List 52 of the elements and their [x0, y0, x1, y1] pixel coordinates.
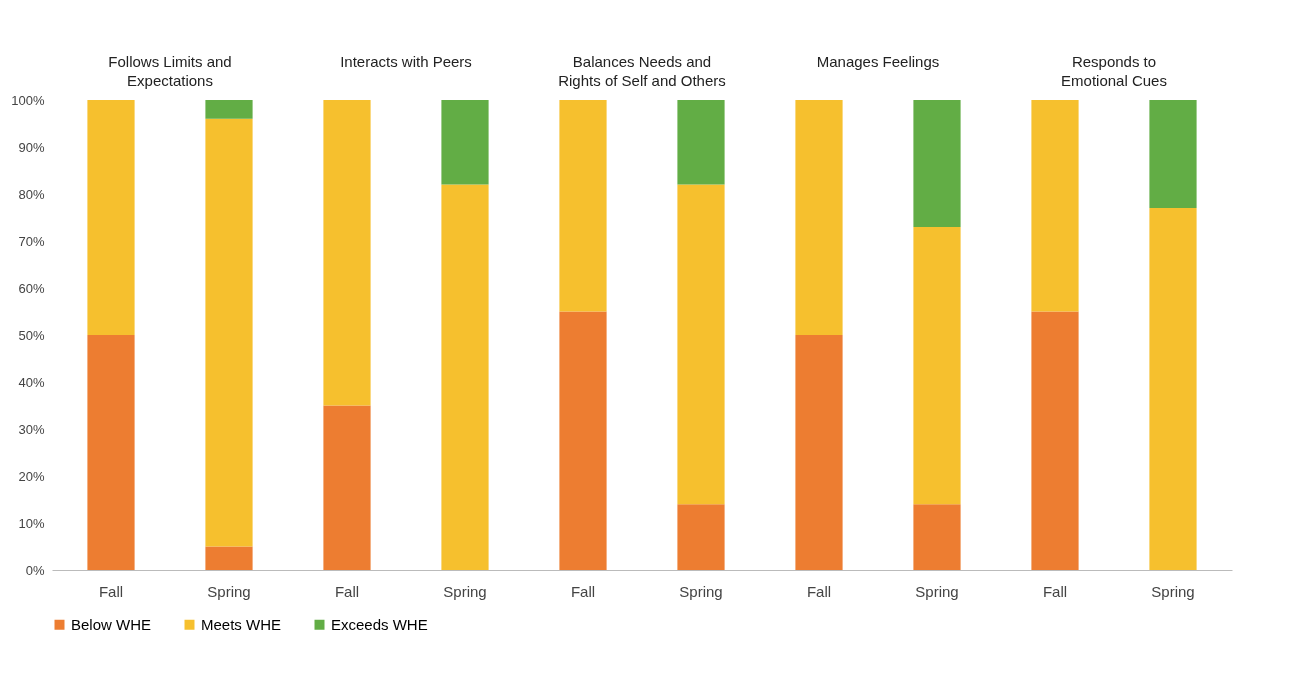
legend-label: Below WHE — [71, 615, 152, 633]
bar — [913, 100, 961, 227]
text: Interacts with Peers — [340, 53, 472, 70]
bar — [677, 504, 725, 570]
bar — [677, 100, 725, 185]
bar — [441, 100, 489, 185]
y-tick-label: 20% — [18, 468, 45, 484]
bar — [441, 184, 489, 570]
x-tick-label: Fall — [570, 582, 596, 600]
legend-label: Meets WHE — [201, 615, 282, 633]
x-tick-label: Spring — [443, 582, 487, 600]
text: Responds to Emotional Cues — [1061, 53, 1167, 89]
bar — [1149, 208, 1197, 570]
bar — [323, 100, 371, 406]
text: Balances Needs and Rights of Self and Others — [558, 53, 726, 89]
bar — [677, 184, 725, 505]
legend-label: Exceeds WHE — [331, 615, 428, 633]
x-tick-label: Spring — [679, 582, 723, 600]
x-tick-label: Fall — [98, 582, 124, 600]
y-tick-label: 60% — [18, 280, 45, 296]
bar — [205, 546, 253, 570]
bar — [1031, 100, 1079, 312]
y-tick-label: 40% — [18, 374, 45, 390]
x-tick-label: Spring — [1151, 582, 1195, 600]
bar — [795, 335, 843, 570]
x-tick-label: Spring — [915, 582, 959, 600]
bar — [323, 405, 371, 570]
x-tick-label: Fall — [806, 582, 832, 600]
y-tick-label: 50% — [18, 327, 45, 343]
y-tick-label: 100% — [11, 92, 45, 108]
bar — [205, 100, 253, 119]
text: Follows Limits and Expectations — [108, 53, 232, 89]
x-tick-label: Spring — [207, 582, 251, 600]
y-tick-label: 30% — [18, 421, 45, 437]
bar — [795, 100, 843, 335]
bar — [1031, 311, 1079, 570]
x-tick-label: Fall — [1042, 582, 1068, 600]
y-tick-label: 10% — [18, 515, 45, 531]
y-tick-label: 90% — [18, 139, 45, 155]
bar — [559, 311, 607, 570]
bar — [87, 335, 135, 570]
bar — [913, 226, 961, 505]
bar — [205, 118, 253, 547]
bar — [87, 100, 135, 335]
y-tick-label: 0% — [25, 562, 45, 578]
bar — [1149, 100, 1197, 209]
y-tick-label: 70% — [18, 233, 45, 249]
bar — [559, 100, 607, 312]
y-tick-label: 80% — [18, 186, 45, 202]
x-tick-label: Fall — [334, 582, 360, 600]
text: Manages Feelings — [816, 53, 940, 70]
bar — [913, 504, 961, 570]
